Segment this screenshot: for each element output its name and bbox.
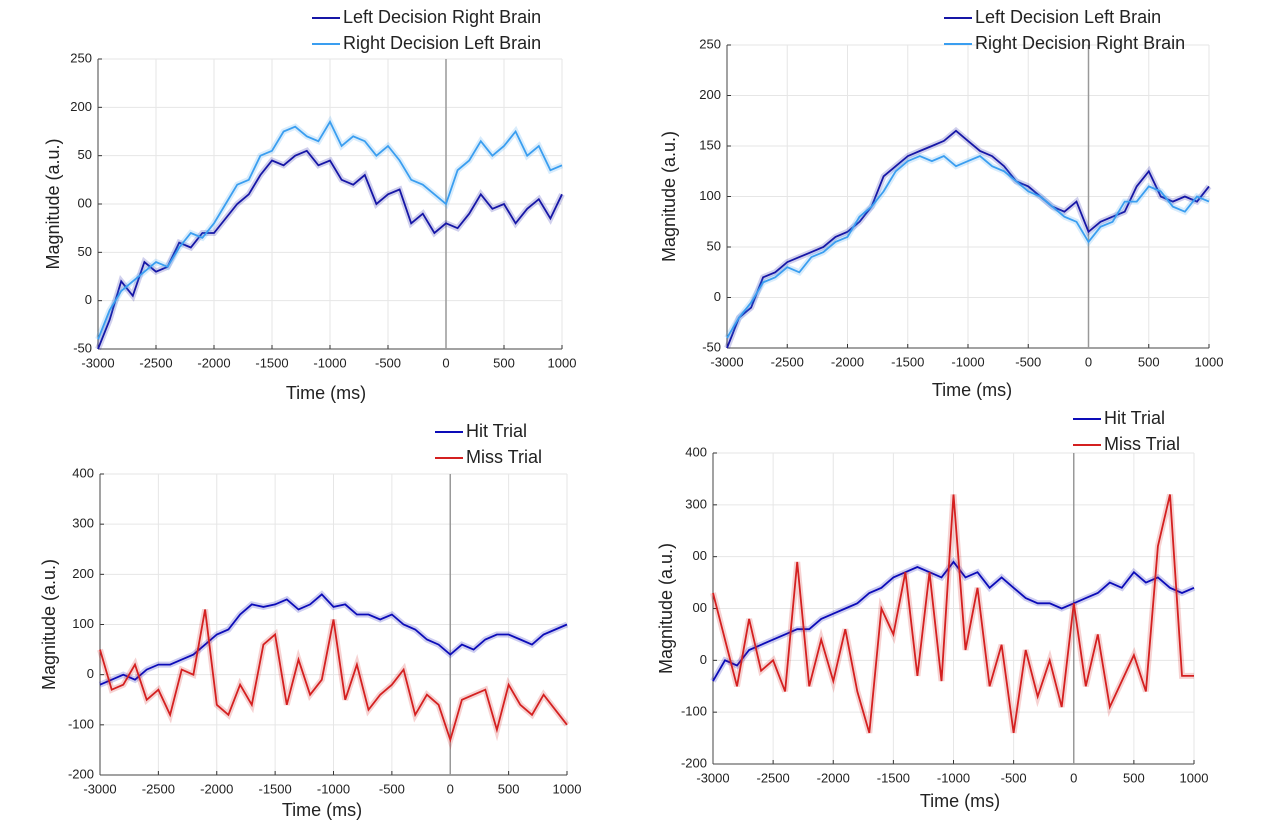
x-tick-label: -3000 [710,354,743,369]
x-tick-label: -2000 [200,781,233,796]
y-tick-label: 50 [78,244,92,259]
y-tick-label: 50 [78,147,92,162]
y-tick-label: 100 [72,616,94,631]
x-axis-label: Time (ms) [932,380,1012,400]
y-tick-label: 250 [70,50,92,65]
y-tick-label: 50 [707,238,721,253]
x-tick-label: -2500 [771,354,804,369]
y-tick-label: 200 [70,99,92,114]
series-line [97,149,563,350]
x-tick-label: -2500 [142,781,175,796]
x-tick-label: -1500 [259,781,292,796]
x-tick-label: -1000 [317,781,350,796]
legend-label: Miss Trial [1104,434,1180,454]
x-tick-label: -3000 [696,770,729,785]
y-tick-label: 00 [693,600,707,615]
x-tick-label: -500 [375,355,401,370]
panel: -3000 -2500 -2000 -1500 -1000 -500 0 500 1000250… [43,7,577,403]
x-tick-label: -1500 [877,770,910,785]
y-tick-label: -100 [68,716,94,731]
x-tick-label: 1000 [553,781,582,796]
x-axis-label: Time (ms) [282,800,362,820]
legend-label: Left Decision Right Brain [343,7,541,27]
y-tick-label: -200 [68,766,94,781]
x-tick-label: -1000 [937,770,970,785]
y-tick-label: 100 [699,188,721,203]
y-axis-label: Magnitude (a.u.) [43,138,63,269]
x-tick-label: 500 [1138,354,1160,369]
x-tick-label: 1000 [548,355,577,370]
x-tick-label: -3000 [81,355,114,370]
x-tick-label: 0 [1070,770,1077,785]
panel: -3000 -2500 -2000 -1500 -1000 -500 0 500 1000400… [39,421,582,820]
y-tick-label: 400 [72,465,94,480]
x-tick-label: -3000 [83,781,116,796]
y-tick-label: -200 [681,755,707,770]
y-tick-label: 300 [72,516,94,531]
x-tick-label: -2000 [197,355,230,370]
y-axis-label: Magnitude (a.u.) [656,543,676,674]
series-line [99,609,568,743]
y-tick-label: 0 [87,666,94,681]
x-tick-label: 500 [493,355,515,370]
legend-label: Hit Trial [1104,408,1165,428]
x-tick-label: 0 [442,355,449,370]
legend-label: Hit Trial [466,421,527,441]
y-tick-label: 200 [72,566,94,581]
x-tick-label: -2500 [757,770,790,785]
y-axis-label: Magnitude (a.u.) [659,131,679,262]
x-tick-label: 500 [1123,770,1145,785]
legend-label: Miss Trial [466,447,542,467]
y-tick-label: 0 [700,652,707,667]
legend-label: Left Decision Left Brain [975,7,1161,27]
y-tick-label: 00 [693,548,707,563]
y-tick-label: 250 [699,36,721,51]
series-line [726,155,1210,339]
series-line [97,119,563,340]
y-tick-label: -50 [73,340,92,355]
panel: -3000 -2500 -2000 -1500 -1000 -500 0 500 1000400… [656,408,1209,811]
legend-label: Right Decision Left Brain [343,33,541,53]
x-tick-label: -1000 [313,355,346,370]
x-axis-label: Time (ms) [920,791,1000,811]
x-tick-label: -2500 [139,355,172,370]
y-tick-label: 0 [714,289,721,304]
y-tick-label: 00 [78,195,92,210]
x-tick-label: -500 [1001,770,1027,785]
y-tick-label: 200 [699,87,721,102]
x-tick-label: -1000 [951,354,984,369]
y-tick-label: 0 [85,292,92,307]
x-tick-label: -500 [1015,354,1041,369]
series-line [726,129,1210,349]
x-tick-label: 500 [498,781,520,796]
x-tick-label: 0 [447,781,454,796]
x-tick-label: -1500 [891,354,924,369]
legend-label: Right Decision Right Brain [975,33,1185,53]
series-line [712,560,1195,682]
x-tick-label: -2000 [817,770,850,785]
series-line [712,494,1194,734]
y-tick-label: 300 [685,496,707,511]
y-tick-label: -100 [681,704,707,719]
y-tick-label: 400 [685,444,707,459]
x-axis-label: Time (ms) [286,383,366,403]
panel: -3000 -2500 -2000 -1500 -1000 -500 0 500 1000250… [659,7,1224,400]
series-line [99,593,568,686]
y-tick-label: -50 [702,339,721,354]
x-tick-label: 1000 [1180,770,1209,785]
x-tick-label: 1000 [1195,354,1224,369]
x-tick-label: -2000 [831,354,864,369]
x-tick-label: 0 [1085,354,1092,369]
x-tick-label: -500 [379,781,405,796]
x-tick-label: -1500 [255,355,288,370]
y-axis-label: Magnitude (a.u.) [39,559,59,690]
y-tick-label: 150 [699,137,721,152]
